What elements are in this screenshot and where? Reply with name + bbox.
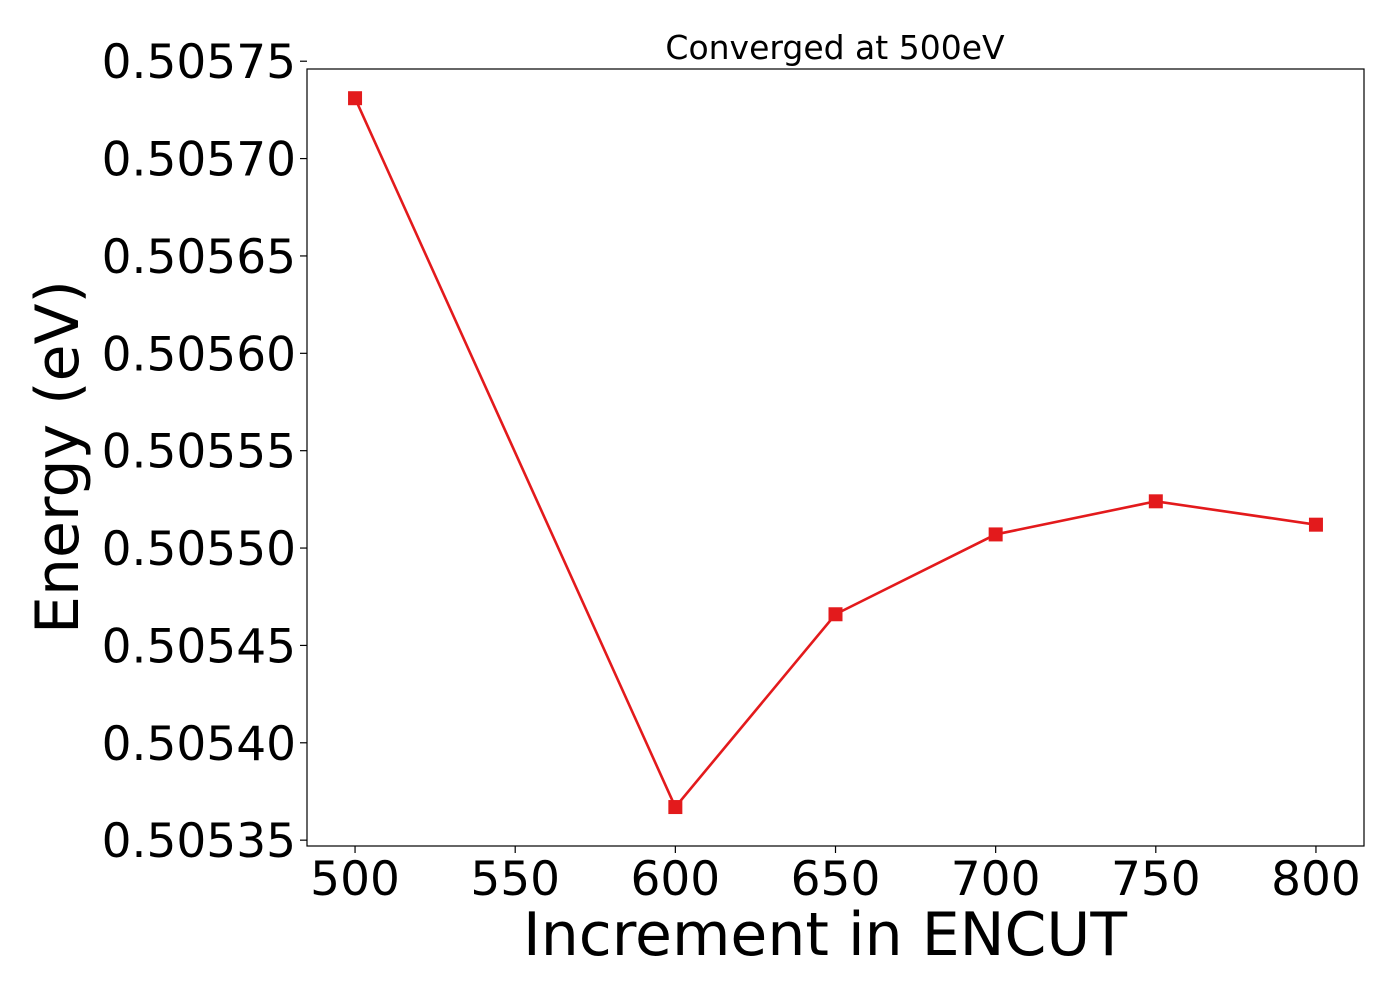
x-tick-label: 550	[470, 852, 560, 907]
y-tick-label: 0.50535	[102, 814, 296, 869]
x-tick-label: 700	[951, 852, 1041, 907]
x-tick-label: 500	[310, 852, 400, 907]
x-tick-label: 800	[1271, 852, 1361, 907]
y-axis-label: Energy (eV)	[23, 280, 93, 634]
plot-frame	[306, 68, 1365, 847]
data-point-marker	[1148, 494, 1163, 509]
data-point-marker	[828, 607, 843, 622]
data-point-marker	[1308, 517, 1323, 532]
series-layer	[348, 91, 1323, 815]
y-tick-label: 0.50545	[102, 619, 296, 674]
chart-title: Converged at 500eV	[665, 28, 1005, 67]
data-point-marker	[348, 91, 363, 106]
data-point-marker	[988, 527, 1003, 542]
y-axis: 0.50535 0.50540 0.50545 0.50550 0.50555 0.505…	[102, 35, 307, 869]
y-tick-label: 0.50575	[102, 35, 296, 90]
x-axis: 500 550 600 650 700 750 800	[310, 846, 1361, 907]
data-point-marker	[668, 800, 683, 815]
y-tick-label: 0.50555	[102, 425, 296, 480]
x-tick-label: 600	[630, 852, 720, 907]
y-tick-label: 0.50570	[102, 133, 296, 188]
x-tick-label: 650	[791, 852, 881, 907]
y-tick-label: 0.50550	[102, 522, 296, 577]
x-axis-label: Increment in ENCUT	[523, 900, 1127, 970]
y-tick-label: 0.50540	[102, 717, 296, 772]
y-tick-label: 0.50560	[102, 327, 296, 382]
y-tick-label: 0.50565	[102, 230, 296, 285]
x-tick-label: 750	[1111, 852, 1201, 907]
series-line	[353, 97, 1317, 810]
